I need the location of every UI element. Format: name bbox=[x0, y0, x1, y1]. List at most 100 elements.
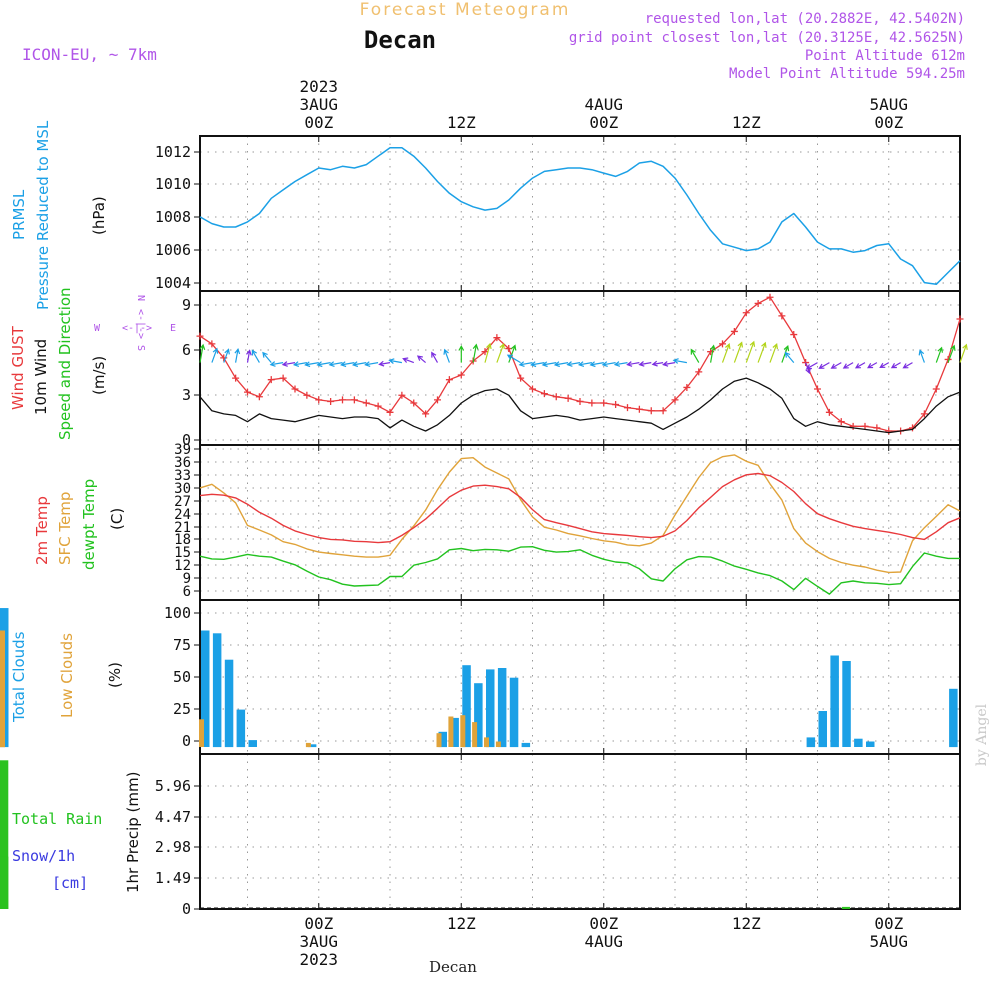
gust-marker bbox=[790, 331, 798, 339]
pressure-panel: 1004 1006 1008 1010 1012 bbox=[155, 135, 961, 292]
ytick-label: 18 bbox=[174, 532, 191, 548]
wind-direction-arrow bbox=[541, 361, 557, 368]
gust-marker bbox=[659, 407, 667, 415]
wind-direction-arrow bbox=[553, 361, 569, 368]
gust-marker bbox=[244, 388, 251, 396]
low-cloud-bar bbox=[460, 715, 466, 748]
gust-marker bbox=[517, 374, 525, 382]
ytick-label: 12 bbox=[174, 558, 191, 574]
ytick-label: 5.96 bbox=[155, 777, 191, 795]
ytick-label: 24 bbox=[174, 507, 191, 523]
footer-location: Decan bbox=[429, 958, 477, 976]
compass-arrows: <-|-> bbox=[122, 323, 152, 334]
wind-direction-arrow bbox=[388, 358, 403, 364]
total-cloud-bar bbox=[486, 669, 495, 748]
ytick-label: 4.47 bbox=[155, 808, 191, 826]
low-cloud-bar bbox=[436, 733, 442, 748]
total-cloud-bar bbox=[521, 742, 531, 748]
temp-label-unit: (C) bbox=[108, 508, 126, 530]
time-label: 00Z bbox=[304, 113, 333, 132]
ytick-label: 0 bbox=[182, 732, 191, 750]
ytick-label: 21 bbox=[174, 520, 191, 536]
ytick-label: 27 bbox=[174, 494, 191, 510]
gust-marker bbox=[814, 385, 821, 393]
wind-compass: N S W E <-|-> <-|-> bbox=[94, 295, 176, 351]
wind-direction-arrow bbox=[662, 361, 676, 367]
ytick-label: 6 bbox=[183, 584, 191, 600]
gust-marker bbox=[493, 334, 501, 342]
ytick-label: 1004 bbox=[155, 274, 191, 292]
wind-label-gust: Wind GUST bbox=[9, 325, 27, 410]
low-cloud-bar bbox=[448, 716, 454, 747]
wind-direction-arrow bbox=[672, 358, 688, 364]
wind-direction-arrow bbox=[854, 362, 866, 369]
ytick-label: 9 bbox=[182, 296, 191, 314]
temp-frame bbox=[199, 444, 961, 601]
ytick-label: 30 bbox=[174, 481, 191, 497]
wind-direction-arrow bbox=[292, 361, 308, 367]
total-cloud-bar bbox=[806, 737, 816, 748]
low-cloud-bar bbox=[472, 722, 478, 748]
wind-direction-arrow bbox=[211, 347, 219, 363]
wind-direction-arrow bbox=[733, 341, 743, 363]
gust-marker bbox=[695, 368, 703, 376]
wind-direction-arrow bbox=[351, 361, 367, 368]
wind-direction-arrow bbox=[281, 361, 296, 367]
wind-direction-arrow bbox=[246, 349, 252, 363]
ytick-label: 0 bbox=[182, 431, 191, 449]
wind-direction-arrow bbox=[842, 362, 854, 369]
ytick-label: 1006 bbox=[155, 241, 191, 259]
precip-frame bbox=[199, 753, 961, 910]
wind-direction-arrow bbox=[784, 351, 795, 363]
low-cloud-bar bbox=[199, 719, 204, 747]
wind-direction-arrow bbox=[577, 361, 593, 367]
wind-direction-arrow bbox=[745, 340, 756, 363]
low-cloud-bar bbox=[305, 742, 311, 748]
cloud-label-low: Low Clouds bbox=[58, 633, 76, 718]
ytick-label: 1010 bbox=[155, 175, 191, 193]
time-label: 2023 bbox=[300, 77, 339, 96]
precip-label-cm: [cm] bbox=[52, 874, 88, 892]
top-time-axis: 20233AUG00Z12Z4AUG00Z12Z5AUG00Z12Z bbox=[300, 77, 909, 132]
time-label: 5AUG bbox=[870, 932, 909, 951]
ytick-label: 50 bbox=[173, 668, 191, 686]
precip-label-snow: Snow/1h bbox=[12, 847, 75, 865]
pressure-label-prmsl: PRMSL bbox=[10, 189, 28, 240]
wind-direction-arrow bbox=[589, 361, 604, 368]
wind-direction-arrow bbox=[304, 361, 319, 368]
wind-direction-arrow bbox=[890, 362, 901, 369]
wind-direction-arrow bbox=[781, 345, 790, 363]
gust-marker bbox=[350, 396, 358, 404]
gust-marker bbox=[719, 340, 726, 348]
gust-marker bbox=[422, 410, 430, 418]
gust-marker bbox=[730, 327, 738, 335]
gust-marker bbox=[339, 396, 346, 404]
wind-direction-arrow bbox=[710, 344, 716, 363]
time-label: 4AUG bbox=[585, 932, 624, 951]
gust-marker bbox=[255, 393, 263, 401]
compass-west: W bbox=[94, 323, 101, 334]
precip-label-rain: Total Rain bbox=[12, 810, 102, 828]
gust-marker bbox=[837, 418, 845, 426]
gust-marker bbox=[445, 376, 453, 384]
pressure-frame bbox=[199, 135, 961, 292]
ytick-label: 1008 bbox=[155, 208, 191, 226]
total-cloud-bar bbox=[949, 688, 958, 748]
gust-marker bbox=[920, 410, 928, 418]
total-cloud-bar bbox=[842, 661, 851, 747]
total-cloud-bar bbox=[854, 738, 863, 747]
wind-direction-arrow bbox=[721, 343, 731, 363]
model-name: ICON-EU, ~ 7km bbox=[22, 45, 157, 64]
sfc-temp-line bbox=[199, 454, 961, 574]
ytick-label: 1012 bbox=[155, 143, 191, 161]
total-cloud-bar bbox=[474, 683, 483, 747]
wind-direction-arrow bbox=[690, 348, 700, 363]
wind-direction-arrow bbox=[431, 351, 439, 363]
time-label: 3AUG bbox=[300, 95, 339, 114]
time-label: 00Z bbox=[874, 914, 903, 933]
ytick-label: 3 bbox=[182, 386, 191, 404]
credit-watermark: by Angel bbox=[974, 703, 990, 766]
wind-direction-arrow bbox=[601, 361, 616, 367]
